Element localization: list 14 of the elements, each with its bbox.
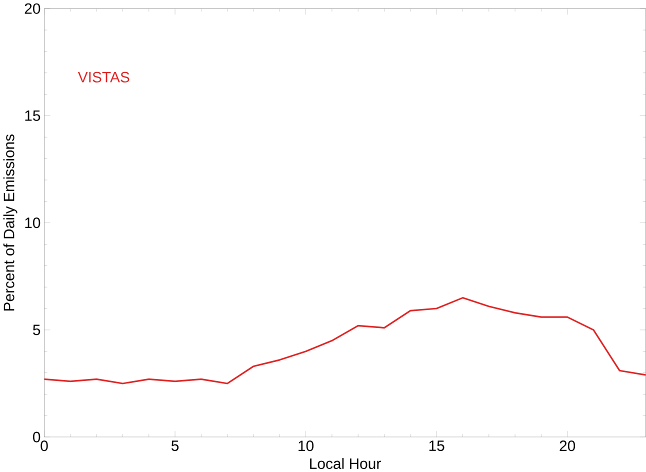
x-tick-label: 10 xyxy=(298,440,314,452)
y-tick-label: 20 xyxy=(24,3,40,14)
y-axis-title: Percent of Daily Emissions xyxy=(3,134,18,310)
x-tick-label: 5 xyxy=(171,440,179,451)
y-tick-label: 5 xyxy=(33,324,40,336)
y-tick-label: 10 xyxy=(25,217,40,228)
text: VISTAS xyxy=(78,72,130,82)
y-tick-label: 15 xyxy=(25,110,40,121)
x-axis-title: Local Hour xyxy=(310,458,381,469)
x-tick-label: 0 xyxy=(40,440,48,452)
y-tick-label: 0 xyxy=(33,432,40,442)
x-tick-label: 15 xyxy=(429,440,444,451)
x-tick-label: 20 xyxy=(560,440,576,452)
line-series xyxy=(44,296,646,384)
